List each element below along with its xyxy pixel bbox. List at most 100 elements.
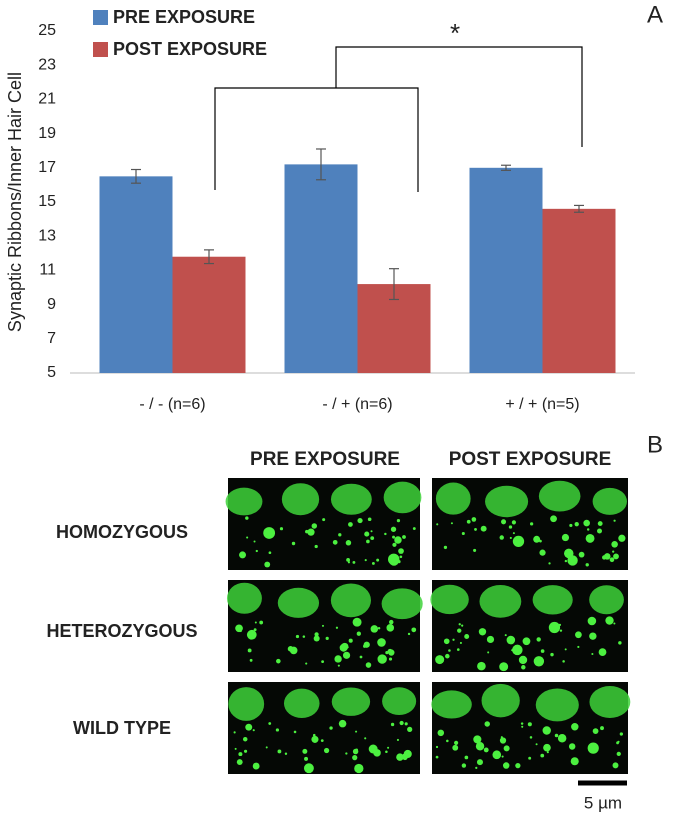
synapse-dot xyxy=(367,517,372,522)
row-label: WILD TYPE xyxy=(73,718,171,738)
synapse-dot xyxy=(550,515,557,523)
y-tick-label: 7 xyxy=(47,330,56,347)
synapse-dot xyxy=(550,652,554,657)
synapse-dot xyxy=(474,528,477,531)
synapse-dot xyxy=(376,558,380,562)
y-axis-label: Synaptic Ribbons/Inner Hair Cell xyxy=(5,72,25,332)
synapse-dot xyxy=(356,631,361,636)
synapse-dot xyxy=(566,551,569,555)
synapse-dot xyxy=(387,648,393,654)
synapse-dot xyxy=(443,545,448,550)
synapse-dot xyxy=(458,623,461,626)
synapse-dot xyxy=(363,641,370,648)
synapse-dot xyxy=(512,644,523,656)
synapse-dot xyxy=(259,620,264,625)
synapse-dot xyxy=(570,757,579,766)
x-tick-label: - / + (n=6) xyxy=(322,396,392,413)
significance-bracket xyxy=(214,46,583,192)
bar xyxy=(542,208,616,373)
synapse-dot xyxy=(323,747,330,754)
synapse-dot xyxy=(473,548,477,552)
hair-cell-nucleus xyxy=(225,487,263,516)
synapse-dot xyxy=(305,529,309,534)
synapse-dot xyxy=(559,629,563,632)
synapse-dot xyxy=(613,622,616,625)
synapse-dot xyxy=(392,542,397,547)
synapse-dot xyxy=(480,525,487,532)
synapse-dot xyxy=(321,624,325,627)
synapse-dot xyxy=(320,739,324,742)
y-tick-label: 25 xyxy=(38,22,56,39)
synapse-dot xyxy=(233,731,236,734)
synapse-dot xyxy=(506,635,516,645)
synapse-dot xyxy=(394,536,402,544)
synapse-dot xyxy=(435,655,445,665)
synapse-dot xyxy=(352,617,362,627)
synapse-dot xyxy=(255,549,258,553)
y-tick-label: 9 xyxy=(47,296,56,313)
y-tick-label: 15 xyxy=(38,193,56,210)
synapse-dot xyxy=(454,740,459,745)
hair-cell-nucleus xyxy=(330,483,372,515)
legend-label: PRE EXPOSURE xyxy=(113,7,255,27)
synapse-dot xyxy=(457,628,462,633)
synapse-dot xyxy=(459,641,462,645)
synapse-dot xyxy=(348,522,353,527)
hair-cell-nucleus xyxy=(532,585,573,615)
synapse-dot xyxy=(589,632,597,640)
synapse-dot xyxy=(387,746,390,749)
scale-bar-label: 5 µm xyxy=(584,793,622,812)
synapse-dot xyxy=(392,535,396,539)
synapse-dot xyxy=(407,726,413,732)
synapse-dot xyxy=(234,747,237,750)
synapse-dot xyxy=(345,752,348,755)
synapse-dot xyxy=(314,632,319,637)
synapse-dot xyxy=(311,523,318,529)
synapse-dot xyxy=(365,662,372,668)
synapse-dot xyxy=(321,660,325,664)
synapse-dot xyxy=(254,621,257,624)
synapse-dot xyxy=(399,555,403,559)
synapse-dot xyxy=(520,722,524,725)
synapse-dot xyxy=(313,635,320,642)
synapse-dot xyxy=(377,638,386,647)
synapse-dot xyxy=(543,743,551,752)
synapse-dot xyxy=(346,646,349,649)
synapse-dot xyxy=(325,636,329,641)
bar xyxy=(469,167,543,373)
synapse-dot xyxy=(332,539,338,545)
synapse-dot xyxy=(366,539,370,544)
hair-cell-nucleus xyxy=(228,687,265,721)
synapse-dot xyxy=(499,535,504,540)
synapse-dot xyxy=(371,561,375,565)
synapse-dot xyxy=(574,521,579,527)
synapse-dot xyxy=(533,535,541,543)
synapse-dot xyxy=(276,658,281,664)
synapse-dot xyxy=(548,621,561,634)
synapse-dot xyxy=(303,763,314,774)
synapse-dot xyxy=(522,637,531,646)
synapse-dot xyxy=(466,519,471,524)
synapse-dot xyxy=(562,660,565,663)
synapse-dot xyxy=(450,522,453,525)
column-header: PRE EXPOSURE xyxy=(250,449,400,470)
synapse-dot xyxy=(477,661,486,671)
synapse-dot xyxy=(390,526,397,532)
synapse-dot xyxy=(352,560,356,564)
hair-cell-nucleus xyxy=(589,585,624,615)
synapse-dot xyxy=(533,656,545,667)
synapse-dot xyxy=(279,527,284,531)
synapse-dot xyxy=(475,742,485,751)
hair-cell-nucleus xyxy=(535,688,579,722)
synapse-dot xyxy=(377,654,387,664)
synapse-dot xyxy=(368,744,378,754)
synapse-dot xyxy=(618,534,626,542)
synapse-dot xyxy=(540,753,545,758)
synapse-dot xyxy=(436,523,439,526)
synapse-dot xyxy=(448,649,451,652)
hair-cell-nucleus xyxy=(383,481,422,514)
synapse-dot xyxy=(546,751,549,754)
synapse-dot xyxy=(518,655,528,665)
synapse-dot xyxy=(461,624,464,627)
synapse-dot xyxy=(600,726,604,731)
